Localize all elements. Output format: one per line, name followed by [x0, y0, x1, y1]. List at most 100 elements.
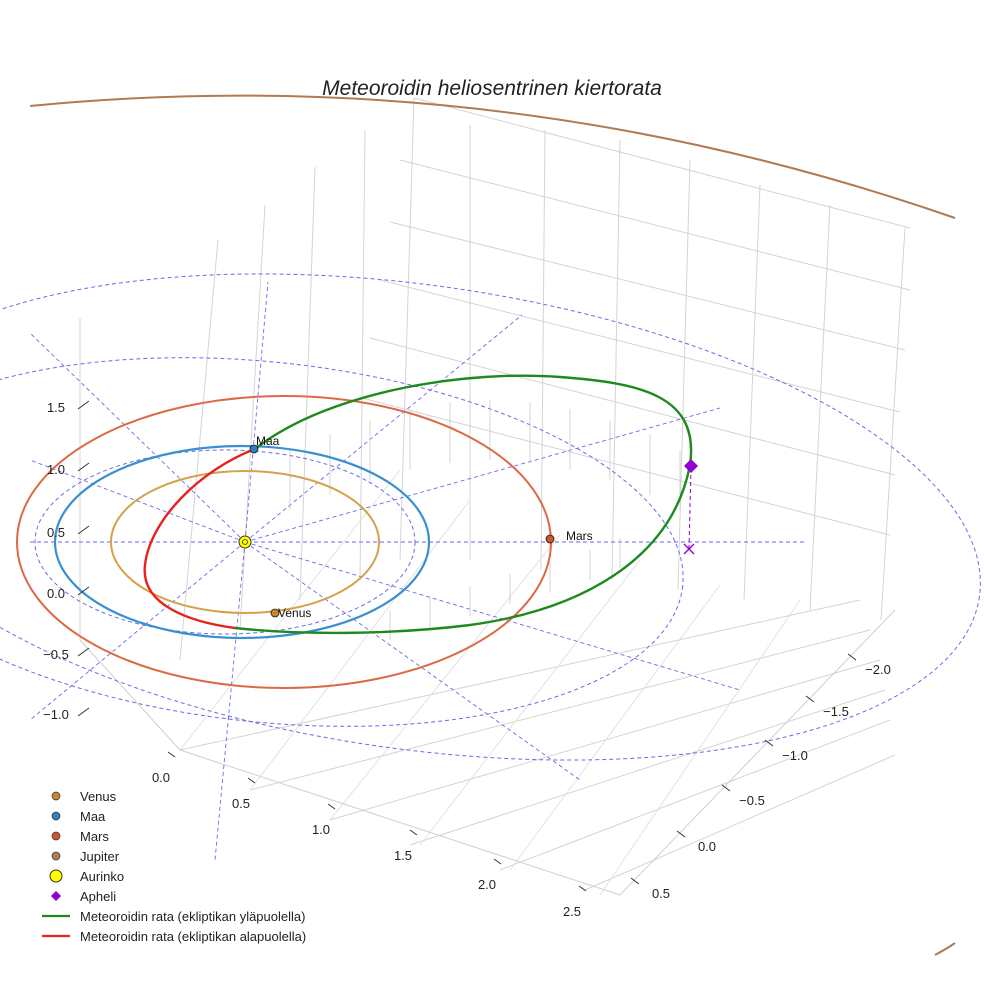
grid-line	[369, 337, 896, 476]
guide-ray	[214, 541, 246, 861]
orbit-venus	[110, 470, 380, 614]
y-tick-label: 0.0	[698, 839, 716, 854]
legend-item-maa: Maa	[40, 806, 306, 826]
guide-ray	[29, 332, 246, 543]
chart-title: Meteoroidin heliosentrinen kiertorata	[322, 77, 662, 100]
orbit-maa	[53, 444, 431, 640]
legend-item-above: Meteoroidin rata (ekliptikan yläpuolella…	[40, 906, 306, 926]
guide-ray	[29, 459, 246, 543]
axis-edge	[179, 749, 621, 896]
x-tick-label: 2.5	[563, 904, 581, 919]
guide-ray	[244, 314, 523, 543]
y-tick-label: −1.0	[782, 748, 808, 763]
guide-ray	[29, 541, 246, 721]
grid-line	[179, 239, 219, 661]
y-tick-mark	[764, 739, 774, 747]
grid-line	[509, 584, 721, 871]
z-tick-mark	[77, 400, 90, 410]
grid-line	[361, 397, 891, 536]
y-tick-label: −0.5	[739, 793, 765, 808]
z-tick-label: 0.0	[47, 586, 65, 601]
mars-marker	[545, 534, 555, 544]
grid-line	[359, 129, 366, 581]
legend-label: Meteoroidin rata (ekliptikan yläpuolella…	[80, 908, 306, 924]
grid-line	[584, 754, 896, 891]
x-tick-label: 0.5	[232, 796, 250, 811]
guide-ray	[244, 541, 741, 691]
z-tick-label: 0.5	[47, 525, 65, 540]
line-swatch-icon	[42, 934, 70, 938]
guide-circle-inner	[34, 449, 416, 635]
grid-line	[249, 499, 471, 791]
grid-line	[399, 97, 415, 561]
z-tick-mark	[77, 647, 90, 657]
venus-marker	[270, 608, 280, 618]
ecliptic-guides	[0, 273, 981, 861]
x-tick-mark	[327, 803, 336, 810]
legend-item-jupiter: Jupiter	[40, 846, 306, 866]
y-tick-label: 0.5	[652, 886, 670, 901]
aphelion-marker	[684, 459, 698, 473]
x-tick-mark	[578, 885, 587, 892]
diamond-marker-icon	[51, 891, 61, 901]
legend-label: Jupiter	[80, 848, 120, 864]
grid-line	[329, 534, 561, 821]
y-tick-mark	[805, 695, 815, 703]
legend: Venus Maa Mars Jupiter Aurinko Apheli Meteoroi…	[40, 786, 306, 946]
orbit-drop-lines	[289, 400, 681, 640]
x-tick-mark	[409, 829, 418, 836]
x-tick-label: 1.5	[394, 848, 412, 863]
z-tick-label: −1.0	[43, 707, 69, 722]
label-maa: Maa	[256, 434, 280, 448]
grid-line	[249, 629, 871, 791]
grid-line	[399, 159, 911, 291]
x-tick-label: 0.0	[152, 770, 170, 785]
axis-edge	[619, 609, 896, 896]
y-tick-mark	[847, 653, 857, 661]
legend-label: Apheli	[80, 888, 117, 904]
aphelion-drop-line	[688, 467, 692, 549]
axis-ticks: 1.5 1.0 0.5 0.0 −0.5 −1.0 0.0 0.5 1.0 1.5 2.0 2.5 −2…	[43, 400, 891, 919]
y-tick-label: −2.0	[865, 662, 891, 677]
maa-marker	[249, 444, 259, 454]
orbit-meteoroid-below	[143, 447, 256, 630]
x-tick-mark	[167, 751, 176, 758]
grid-line	[499, 719, 891, 871]
sun-core	[242, 539, 248, 545]
z-tick-mark	[77, 707, 90, 717]
grid-line	[540, 129, 546, 571]
x-tick-mark	[247, 777, 256, 784]
grid-line	[809, 204, 831, 611]
legend-item-apheli: Apheli	[40, 886, 306, 906]
legend-item-below: Meteoroidin rata (ekliptikan alapuolella…	[40, 926, 306, 946]
x-tick-label: 1.0	[312, 822, 330, 837]
grid-line	[413, 97, 911, 229]
grid-line	[179, 599, 861, 751]
y-tick-label: −1.5	[823, 704, 849, 719]
legend-label: Meteoroidin rata (ekliptikan alapuolella…	[80, 928, 307, 944]
y-tick-mark	[630, 877, 640, 885]
sun-marker	[238, 535, 252, 549]
z-tick-mark	[77, 525, 90, 535]
x-tick-label: 2.0	[478, 877, 496, 892]
guide-ray	[244, 407, 721, 543]
orbit-jupiter	[29, 94, 956, 219]
orbit-jupiter-lower	[934, 942, 956, 956]
y-tick-mark	[676, 830, 686, 838]
grid-line	[329, 659, 881, 821]
grid-line	[677, 159, 691, 591]
label-venus: Venus	[278, 606, 311, 620]
circle-marker-icon	[51, 831, 61, 841]
grid-line	[599, 599, 801, 896]
y-tick-mark	[721, 784, 731, 792]
grid-line	[299, 166, 316, 601]
legend-item-aurinko: Aurinko	[40, 866, 306, 886]
z-tick-mark	[77, 462, 90, 472]
grid-line	[419, 559, 641, 846]
grid-line	[409, 689, 886, 846]
grid-line	[239, 204, 266, 631]
legend-item-venus: Venus	[40, 786, 306, 806]
z-tick-label: 1.5	[47, 400, 65, 415]
x-tick-mark	[493, 858, 502, 865]
grid-line	[379, 279, 901, 413]
